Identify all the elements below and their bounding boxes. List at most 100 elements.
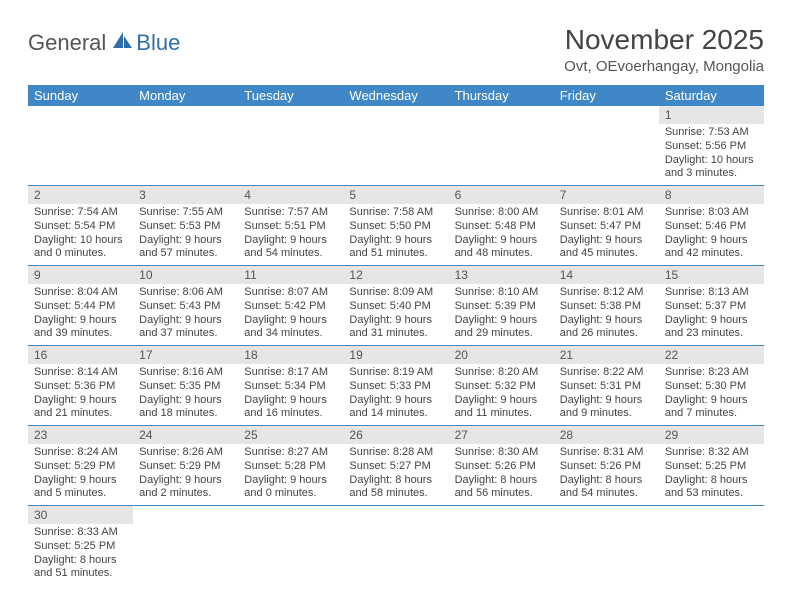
day-day1: Daylight: 9 hours [34,474,127,488]
calendar-week: 30Sunrise: 8:33 AMSunset: 5:25 PMDayligh… [28,506,764,586]
day-day1: Daylight: 9 hours [455,314,548,328]
day-sunset: Sunset: 5:25 PM [665,460,758,474]
calendar-cell-empty [343,106,448,186]
day-number: 10 [133,266,238,284]
logo: General Blue [28,24,180,56]
day-sunrise: Sunrise: 8:06 AM [139,286,232,300]
day-number: 11 [238,266,343,284]
day-number: 19 [343,346,448,364]
day-sunrise: Sunrise: 8:10 AM [455,286,548,300]
calendar-cell: 4Sunrise: 7:57 AMSunset: 5:51 PMDaylight… [238,186,343,266]
day-number: 3 [133,186,238,204]
weekday-row: SundayMondayTuesdayWednesdayThursdayFrid… [28,85,764,106]
day-sunrise: Sunrise: 8:17 AM [244,366,337,380]
calendar-cell: 20Sunrise: 8:20 AMSunset: 5:32 PMDayligh… [449,346,554,426]
day-details: Sunrise: 8:17 AMSunset: 5:34 PMDaylight:… [238,364,343,425]
day-day1: Daylight: 9 hours [560,234,653,248]
day-sunrise: Sunrise: 8:19 AM [349,366,442,380]
day-details: Sunrise: 7:54 AMSunset: 5:54 PMDaylight:… [28,204,133,265]
day-day2: and 14 minutes. [349,407,442,421]
day-day2: and 2 minutes. [139,487,232,501]
day-sunrise: Sunrise: 8:20 AM [455,366,548,380]
day-sunrise: Sunrise: 7:57 AM [244,206,337,220]
day-sunset: Sunset: 5:27 PM [349,460,442,474]
day-day1: Daylight: 10 hours [665,154,758,168]
calendar-cell: 22Sunrise: 8:23 AMSunset: 5:30 PMDayligh… [659,346,764,426]
day-day2: and 34 minutes. [244,327,337,341]
day-day2: and 0 minutes. [34,247,127,261]
day-day2: and 21 minutes. [34,407,127,421]
day-day2: and 16 minutes. [244,407,337,421]
day-day2: and 48 minutes. [455,247,548,261]
calendar-cell: 6Sunrise: 8:00 AMSunset: 5:48 PMDaylight… [449,186,554,266]
calendar-week: 23Sunrise: 8:24 AMSunset: 5:29 PMDayligh… [28,426,764,506]
day-day2: and 51 minutes. [349,247,442,261]
calendar-cell: 24Sunrise: 8:26 AMSunset: 5:29 PMDayligh… [133,426,238,506]
day-details: Sunrise: 8:27 AMSunset: 5:28 PMDaylight:… [238,444,343,505]
calendar-week: 2Sunrise: 7:54 AMSunset: 5:54 PMDaylight… [28,186,764,266]
day-details: Sunrise: 8:20 AMSunset: 5:32 PMDaylight:… [449,364,554,425]
logo-text-blue: Blue [136,30,180,56]
calendar-cell-empty [238,506,343,586]
day-day2: and 57 minutes. [139,247,232,261]
day-day1: Daylight: 9 hours [244,474,337,488]
day-details: Sunrise: 8:31 AMSunset: 5:26 PMDaylight:… [554,444,659,505]
day-sunrise: Sunrise: 8:28 AM [349,446,442,460]
day-day2: and 9 minutes. [560,407,653,421]
day-number: 23 [28,426,133,444]
calendar-table: SundayMondayTuesdayWednesdayThursdayFrid… [28,85,764,585]
location-text: Ovt, OEvoerhangay, Mongolia [564,58,764,75]
day-details: Sunrise: 8:06 AMSunset: 5:43 PMDaylight:… [133,284,238,345]
calendar-cell-empty [554,106,659,186]
day-day2: and 3 minutes. [665,167,758,181]
weekday-header: Monday [133,85,238,106]
day-day2: and 29 minutes. [455,327,548,341]
calendar-week: 9Sunrise: 8:04 AMSunset: 5:44 PMDaylight… [28,266,764,346]
day-sunrise: Sunrise: 7:53 AM [665,126,758,140]
day-sunset: Sunset: 5:36 PM [34,380,127,394]
day-day1: Daylight: 9 hours [455,394,548,408]
day-day1: Daylight: 9 hours [665,394,758,408]
day-day1: Daylight: 8 hours [560,474,653,488]
day-sunset: Sunset: 5:26 PM [455,460,548,474]
day-number: 2 [28,186,133,204]
day-sunrise: Sunrise: 8:09 AM [349,286,442,300]
day-day2: and 54 minutes. [560,487,653,501]
day-number: 17 [133,346,238,364]
day-sunrise: Sunrise: 8:04 AM [34,286,127,300]
day-number: 28 [554,426,659,444]
day-number: 9 [28,266,133,284]
day-day1: Daylight: 8 hours [34,554,127,568]
day-number: 25 [238,426,343,444]
day-details: Sunrise: 7:55 AMSunset: 5:53 PMDaylight:… [133,204,238,265]
day-sunrise: Sunrise: 8:14 AM [34,366,127,380]
calendar-week: 16 Sunrise: 8:14 AMSunset: 5:36 PM Dayligh… [28,346,764,426]
calendar-cell: 3Sunrise: 7:55 AMSunset: 5:53 PMDaylight… [133,186,238,266]
day-sunrise: Sunrise: 8:03 AM [665,206,758,220]
day-number: 5 [343,186,448,204]
day-sunrise: Sunrise: 8:00 AM [455,206,548,220]
day-sunrise: Sunrise: 8:26 AM [139,446,232,460]
weekday-header: Wednesday [343,85,448,106]
day-sunrise: Sunrise: 8:13 AM [665,286,758,300]
day-details: Sunrise: 8:09 AMSunset: 5:40 PMDaylight:… [343,284,448,345]
day-number: 16 [28,346,133,364]
day-details: Sunrise: 8:00 AMSunset: 5:48 PMDaylight:… [449,204,554,265]
calendar-cell: 19Sunrise: 8:19 AMSunset: 5:33 PMDayligh… [343,346,448,426]
day-number: 20 [449,346,554,364]
day-day2: and 5 minutes. [34,487,127,501]
day-day1: Daylight: 9 hours [665,234,758,248]
calendar-cell: 21Sunrise: 8:22 AMSunset: 5:31 PMDayligh… [554,346,659,426]
day-day1: Daylight: 9 hours [139,394,232,408]
calendar-cell: 1Sunrise: 7:53 AMSunset: 5:56 PMDaylight… [659,106,764,186]
calendar-cell: 8Sunrise: 8:03 AMSunset: 5:46 PMDaylight… [659,186,764,266]
day-details: Sunrise: 8:26 AMSunset: 5:29 PMDaylight:… [133,444,238,505]
day-number: 7 [554,186,659,204]
day-number: 13 [449,266,554,284]
day-number: 26 [343,426,448,444]
calendar-cell: 27Sunrise: 8:30 AMSunset: 5:26 PMDayligh… [449,426,554,506]
calendar-cell: 28Sunrise: 8:31 AMSunset: 5:26 PMDayligh… [554,426,659,506]
day-number: 18 [238,346,343,364]
day-details: Sunrise: 8:01 AMSunset: 5:47 PMDaylight:… [554,204,659,265]
day-sunset: Sunset: 5:30 PM [665,380,758,394]
